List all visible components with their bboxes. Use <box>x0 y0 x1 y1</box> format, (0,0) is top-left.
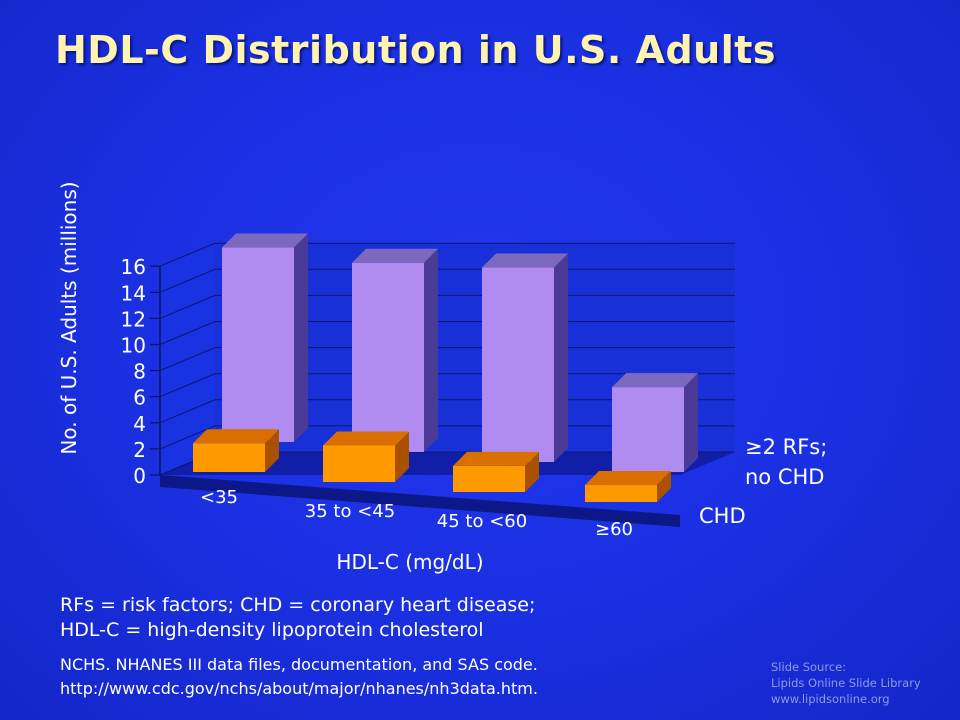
bar-front-series <box>323 445 395 482</box>
y-axis-title: No. of U.S. Adults (millions) <box>57 181 81 454</box>
bar-front-series-top <box>323 431 409 446</box>
series-label-front: CHD <box>699 504 746 528</box>
bar-front-series <box>453 465 525 492</box>
x-axis-title: HDL-C (mg/dL) <box>336 550 483 574</box>
series-label-back: ≥2 RFs; <box>745 435 827 459</box>
gridline <box>159 242 735 267</box>
bar-back-series-side <box>554 253 568 462</box>
y-tick-label: 6 <box>133 386 146 410</box>
bar-back-series-top <box>222 233 308 248</box>
x-tick-label: <35 <box>200 487 238 508</box>
bar-front-series <box>585 485 657 502</box>
bar-back-series-side <box>684 373 698 472</box>
bar-back-series <box>352 262 424 452</box>
y-tick-label: 0 <box>133 464 146 488</box>
bar-front-series-side <box>525 451 539 492</box>
citation-line-1: NCHS. NHANES III data files, documentati… <box>60 655 538 674</box>
abbreviation-line-1: RFs = risk factors; CHD = coronary heart… <box>60 594 536 616</box>
slide-source-url[interactable]: www.lipidsonline.org <box>771 692 890 706</box>
slide-title: HDL-C Distribution in U.S. Adults <box>55 28 777 72</box>
x-tick-label: 45 to <60 <box>437 511 527 532</box>
bar-back-series <box>222 247 294 442</box>
y-tick-label: 4 <box>133 412 146 436</box>
bar-front-series-top <box>193 429 279 444</box>
bar-back-series-top <box>612 373 698 388</box>
y-tick-label: 12 <box>121 307 146 331</box>
bar-front-series-side <box>657 471 671 502</box>
slide-source-label: Slide Source: <box>771 660 847 674</box>
abbreviation-line-2: HDL-C = high-density lipoprotein cholest… <box>60 619 484 641</box>
chart-floor <box>160 452 735 475</box>
y-tick-label: 8 <box>133 360 146 384</box>
bar-front-series-side <box>265 429 279 472</box>
y-tick-label: 16 <box>121 255 146 279</box>
bar-back-series-side <box>294 233 308 442</box>
bar-back-series <box>482 267 554 462</box>
bar-front-series-side <box>395 431 409 482</box>
bar-back-series-top <box>352 248 438 263</box>
bar-back-series-top <box>482 253 568 268</box>
bar-front-series-top <box>453 451 539 466</box>
series-label-back-2: no CHD <box>745 465 824 489</box>
citation-url[interactable]: http://www.cdc.gov/nchs/about/major/nhan… <box>60 679 538 698</box>
x-tick-label: ≥60 <box>595 519 633 540</box>
x-tick-label: 35 to <45 <box>305 501 395 522</box>
y-tick-label: 2 <box>133 438 146 462</box>
bar-front-series <box>193 443 265 472</box>
bar-front-series-top <box>585 471 671 486</box>
chart-floor-edge <box>160 475 680 527</box>
bar-back-series <box>612 387 684 472</box>
slide-source-library: Lipids Online Slide Library <box>771 676 921 690</box>
y-tick-label: 10 <box>121 334 146 358</box>
bar-back-series-side <box>424 248 438 452</box>
y-tick-label: 14 <box>121 281 146 305</box>
